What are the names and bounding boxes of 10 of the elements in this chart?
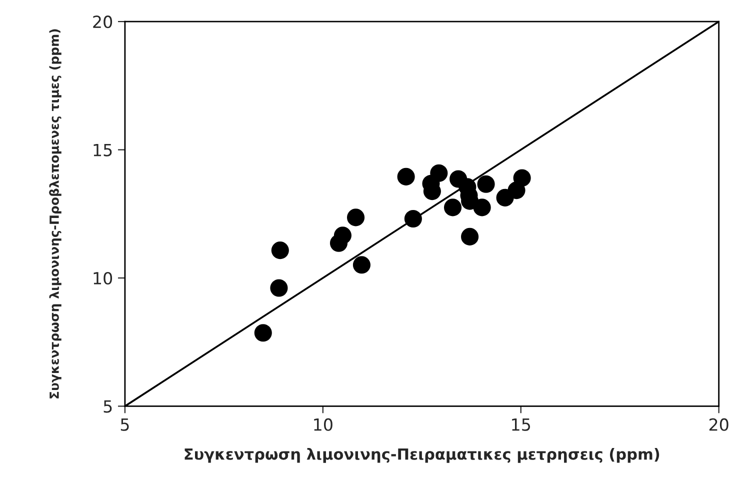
- y-tick-label: 5: [104, 400, 112, 413]
- x-tick-label: 5: [120, 418, 129, 431]
- y-axis-title: Συγκεντρωση λιμονινης-Προβλεπομενες τιμες (ppm): [49, 29, 62, 398]
- x-axis-title: Συγκεντρωση λιμονινης-Πειραματικες μετρησεις (ppm): [184, 448, 660, 463]
- y-tick-label: 20: [93, 16, 112, 28]
- y-tick-label: 15: [94, 144, 112, 156]
- x-tick-label: 20: [709, 418, 728, 431]
- x-tick-label: 15: [512, 418, 530, 431]
- y-tick-label: 10: [94, 272, 112, 285]
- x-tick-label: 10: [314, 418, 332, 431]
